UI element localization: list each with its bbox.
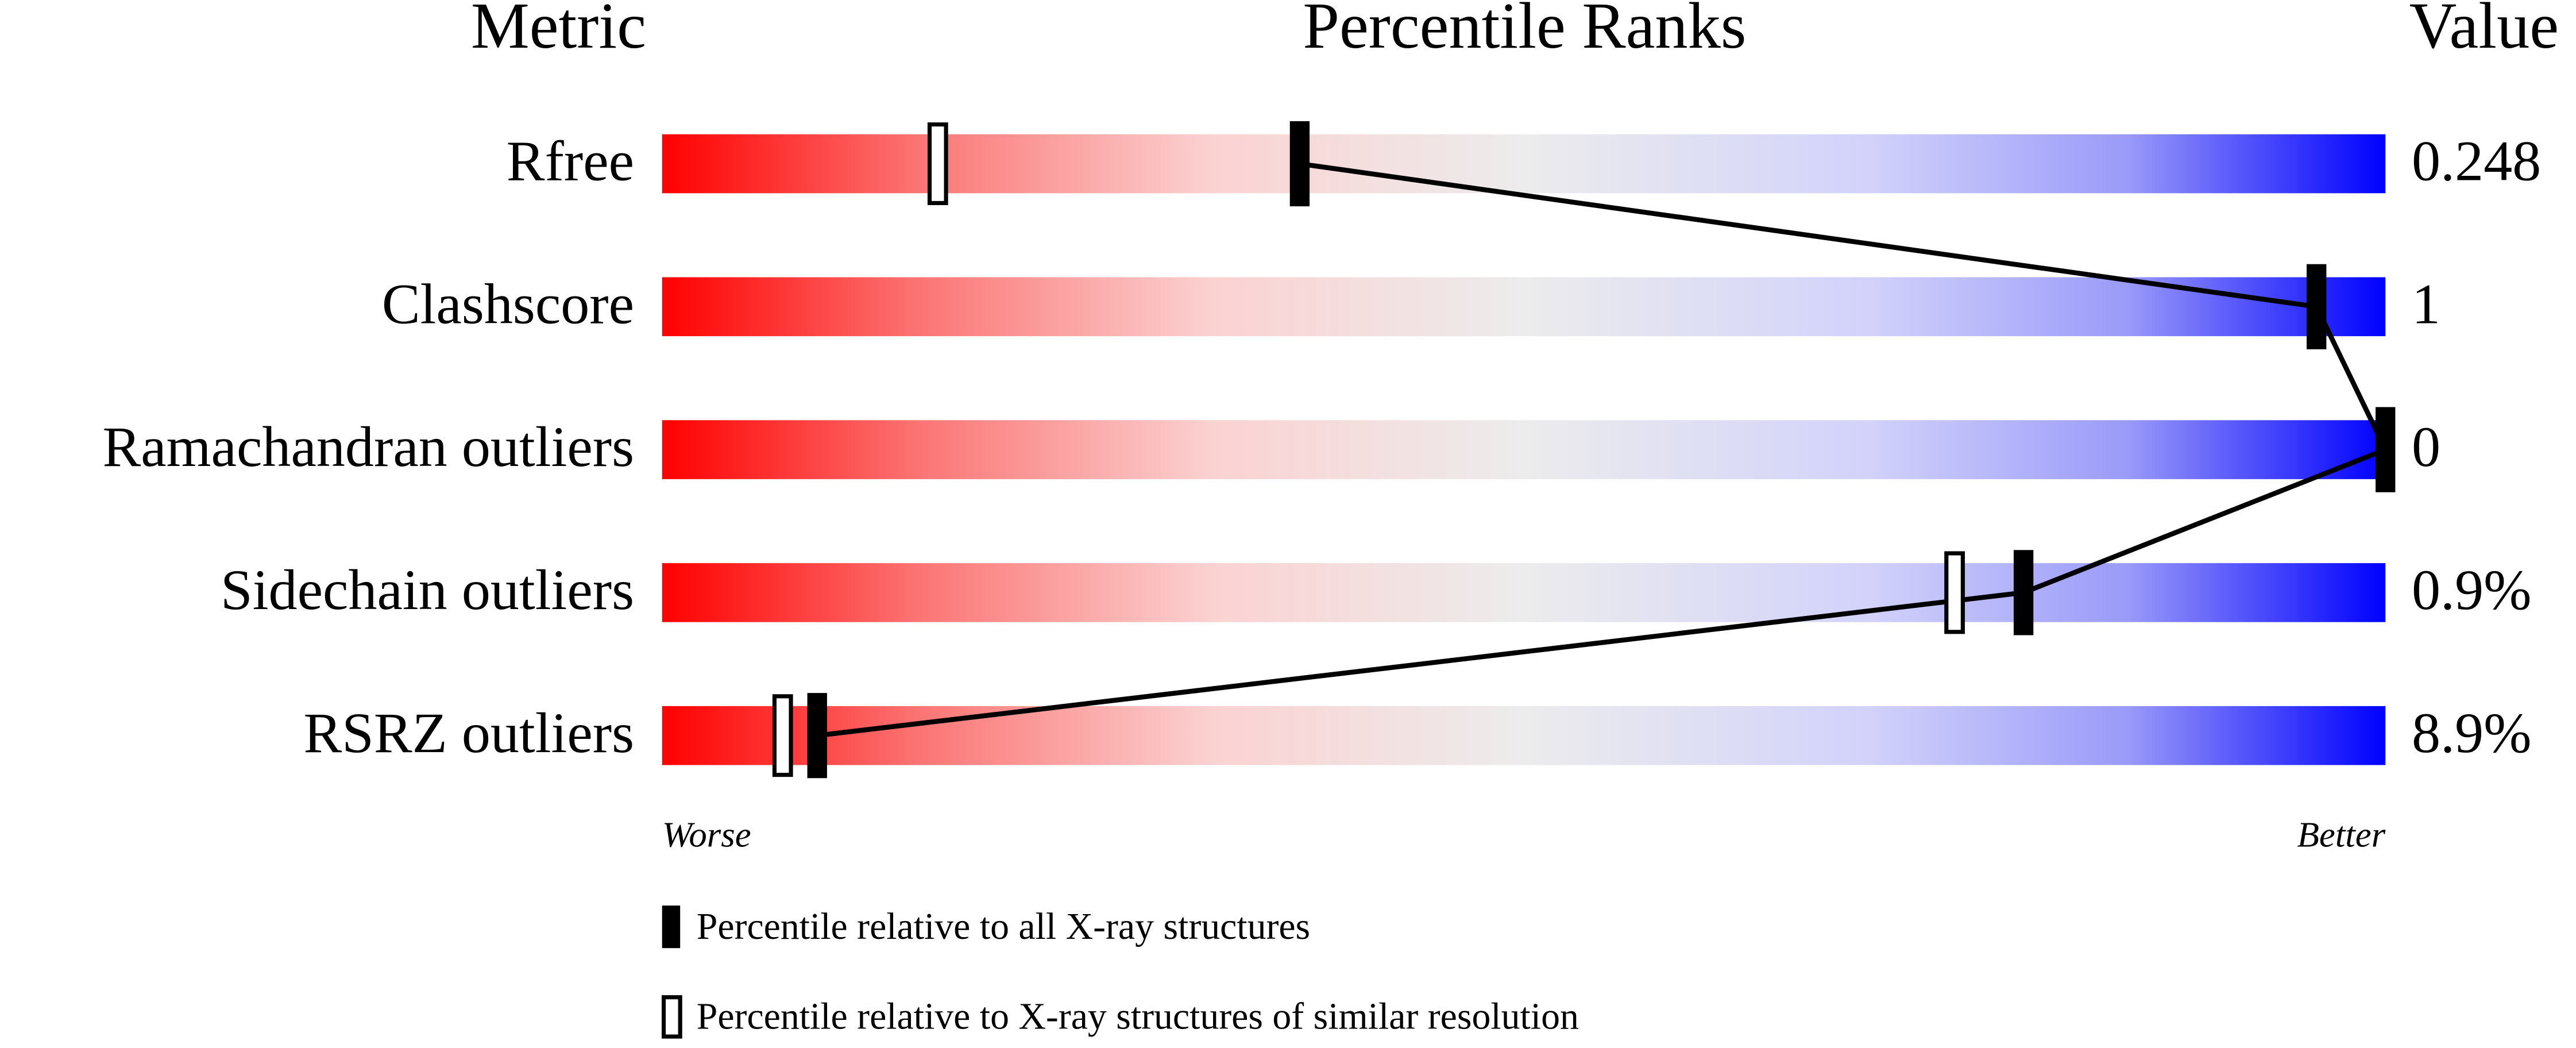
legend-swatch-similar [661,995,682,1039]
value-label: 0.248 [2412,129,2541,193]
legend-label-similar: Percentile relative to X-ray structures … [697,996,1579,1038]
metric-label: Clashscore [382,272,634,336]
marker-all [2376,407,2396,492]
percentile-bar [662,563,2386,622]
value-label: 8.9% [2412,701,2532,765]
value-label: 0.9% [2412,558,2532,622]
marker-similar [1944,551,1965,634]
marker-all [807,693,827,779]
axis-high-label: Better [2297,815,2385,855]
marker-similar [927,122,948,205]
metric-label: Rfree [507,129,634,193]
percentile-bar [662,420,2386,479]
header-value: Value [2409,0,2559,62]
metric-label: Ramachandran outliers [102,415,634,479]
percentile-bar [662,134,2386,194]
marker-all [2307,264,2327,349]
marker-similar [772,694,793,777]
axis-low-label: Worse [662,815,751,855]
marker-all [1289,121,1310,207]
legend-swatch-all [662,906,681,949]
percentile-bar [662,277,2386,337]
metric-label: Sidechain outliers [221,558,634,622]
marker-all [2013,550,2034,635]
percentile-bar [662,706,2386,765]
header-metric: Metric [471,0,646,62]
value-label: 1 [2412,272,2440,336]
legend-label-all: Percentile relative to all X-ray structu… [697,906,1310,947]
metric-label: RSRZ outliers [303,701,634,765]
value-label: 0 [2412,415,2440,479]
header-ranks: Percentile Ranks [1303,0,1746,62]
